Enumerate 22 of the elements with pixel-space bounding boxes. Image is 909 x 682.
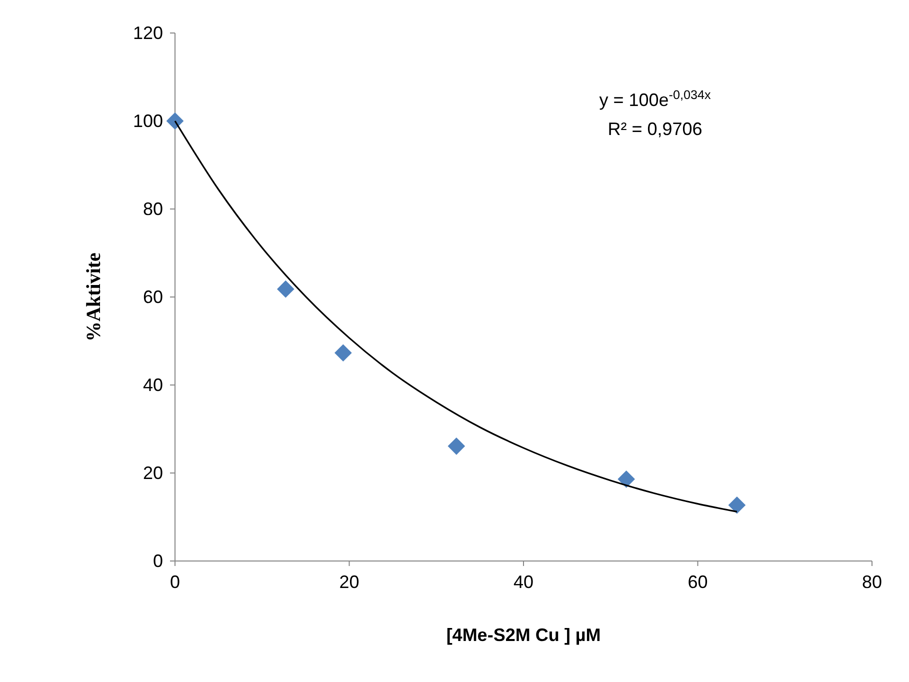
y-tick-label: 120 [132, 23, 163, 43]
annotation: y = 100e$^{-0,034x}$ [599, 88, 712, 110]
x-tick-label: 40 [513, 572, 534, 592]
x-tick-label: 60 [688, 572, 708, 592]
x-tick-label: 20 [339, 572, 360, 592]
point [334, 344, 352, 362]
y-tick-label: 60 [142, 287, 163, 307]
y-axis-title: %Aktivite [83, 252, 105, 342]
annotation: R² = 0,9706 [608, 119, 702, 139]
y-tick-label: 40 [142, 375, 163, 395]
x-tick-label: 0 [170, 572, 180, 592]
point [448, 438, 466, 455]
y-tick-label: 80 [142, 199, 163, 219]
point [166, 112, 184, 130]
x-axis-title: [4Me-S2M Cu ] µM [446, 625, 601, 645]
point [728, 496, 746, 514]
y-tick-label: 20 [142, 463, 163, 483]
point [618, 470, 635, 488]
x-tick-label: 80 [862, 572, 882, 592]
point [276, 280, 294, 298]
y-tick-label: 100 [132, 111, 163, 131]
y-tick-label: 0 [152, 551, 163, 571]
